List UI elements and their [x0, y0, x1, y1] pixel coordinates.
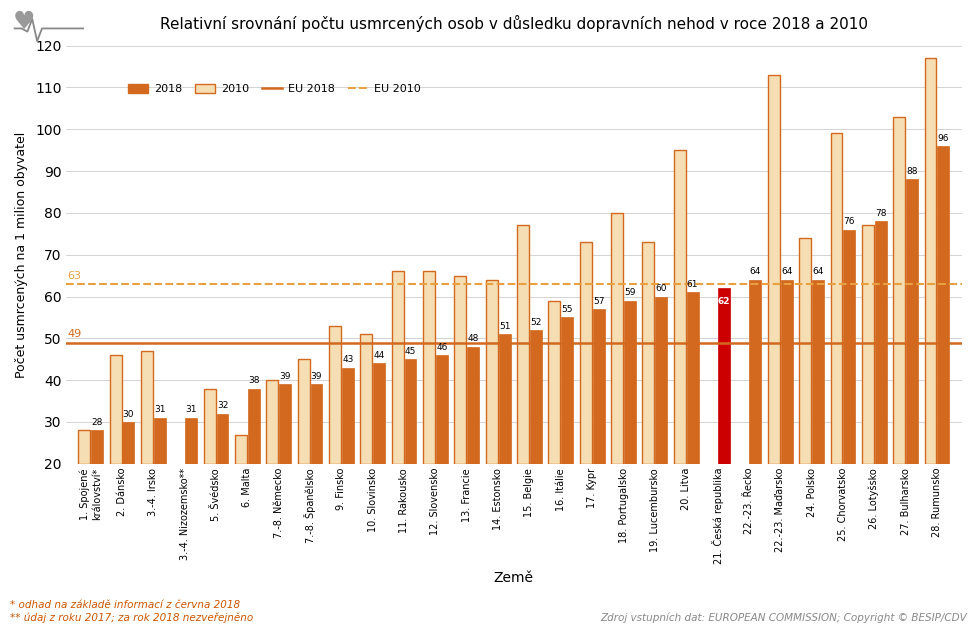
Bar	[924, 58, 937, 464]
Bar	[718, 288, 730, 464]
Bar	[436, 355, 447, 464]
Bar	[874, 221, 886, 464]
Text: 57: 57	[593, 297, 605, 306]
Bar	[298, 359, 310, 464]
Bar	[624, 301, 636, 464]
Text: ♥: ♥	[14, 10, 35, 34]
Bar	[122, 422, 135, 464]
Bar	[78, 430, 90, 464]
Text: 60: 60	[656, 284, 667, 293]
Text: 88: 88	[907, 167, 917, 176]
Text: 96: 96	[938, 134, 949, 143]
Text: 28: 28	[92, 418, 103, 427]
X-axis label: Země: Země	[493, 571, 533, 585]
Text: Zdroj vstupních dat: EUROPEAN COMMISSION; Copyright © BESIP/CDV: Zdroj vstupních dat: EUROPEAN COMMISSION…	[601, 612, 967, 623]
Bar	[893, 117, 905, 464]
Bar	[235, 435, 247, 464]
Text: 38: 38	[248, 376, 260, 385]
Text: 39: 39	[311, 372, 322, 381]
Text: 76: 76	[843, 217, 855, 226]
Bar	[153, 418, 166, 464]
Bar	[906, 179, 918, 464]
Bar	[812, 280, 824, 464]
Bar	[329, 326, 341, 464]
Text: 32: 32	[217, 401, 229, 410]
Bar	[141, 351, 152, 464]
Text: 64: 64	[812, 267, 824, 276]
Bar	[749, 280, 761, 464]
Text: 48: 48	[468, 334, 479, 343]
Text: 30: 30	[123, 410, 134, 418]
Bar	[937, 146, 950, 464]
Text: 59: 59	[624, 288, 636, 298]
Text: 44: 44	[373, 351, 385, 360]
Bar	[248, 389, 260, 464]
Y-axis label: Počet usmrcených na 1 milion obyvatel: Počet usmrcených na 1 milion obyvatel	[15, 131, 28, 378]
Text: 45: 45	[404, 347, 416, 356]
Bar	[562, 317, 573, 464]
Bar	[486, 280, 497, 464]
Text: 31: 31	[154, 406, 165, 415]
Bar	[643, 242, 655, 464]
Bar	[530, 330, 542, 464]
Bar	[674, 150, 686, 464]
Bar	[404, 359, 416, 464]
Text: 52: 52	[531, 318, 541, 327]
Title: Relativní srovnání počtu usmrcených osob v důsledku dopravních nehod v roce 2018: Relativní srovnání počtu usmrcených osob…	[160, 15, 868, 32]
Legend: 2018, 2010, EU 2018, EU 2010: 2018, 2010, EU 2018, EU 2010	[125, 80, 424, 97]
Bar	[186, 418, 197, 464]
Bar	[579, 242, 592, 464]
Bar	[548, 301, 561, 464]
Bar	[830, 133, 842, 464]
Bar	[373, 363, 385, 464]
Bar	[267, 380, 278, 464]
Bar	[361, 334, 372, 464]
Bar	[517, 226, 529, 464]
Bar	[342, 368, 354, 464]
Bar	[217, 413, 229, 464]
Text: 49: 49	[67, 329, 81, 339]
Text: * odhad na základě informací z června 2018: * odhad na základě informací z června 20…	[10, 600, 240, 610]
Text: 51: 51	[499, 322, 510, 331]
Bar	[768, 75, 780, 464]
Text: 31: 31	[186, 406, 197, 415]
Text: 62: 62	[718, 296, 730, 305]
Bar	[454, 276, 466, 464]
Bar	[279, 384, 291, 464]
Bar	[862, 226, 873, 464]
Bar	[203, 389, 216, 464]
Text: 78: 78	[875, 209, 886, 218]
Bar	[498, 334, 511, 464]
Bar	[781, 280, 792, 464]
Bar	[612, 213, 623, 464]
Bar	[687, 293, 699, 464]
Text: 43: 43	[342, 355, 354, 364]
Bar	[423, 272, 435, 464]
Bar	[311, 384, 322, 464]
Bar	[109, 355, 121, 464]
Text: 55: 55	[562, 305, 573, 314]
Bar	[843, 229, 855, 464]
Bar	[656, 296, 667, 464]
Text: 64: 64	[749, 267, 761, 276]
Text: 46: 46	[436, 343, 447, 352]
Text: ** údaj z roku 2017; za rok 2018 nezveřejněno: ** údaj z roku 2017; za rok 2018 nezveře…	[10, 612, 253, 623]
Text: 63: 63	[67, 270, 81, 281]
Bar	[467, 347, 479, 464]
Text: 61: 61	[687, 280, 699, 289]
Text: 39: 39	[279, 372, 291, 381]
Bar	[593, 309, 605, 464]
Bar	[392, 272, 404, 464]
Bar	[91, 430, 103, 464]
Text: 64: 64	[781, 267, 792, 276]
Bar	[799, 238, 811, 464]
